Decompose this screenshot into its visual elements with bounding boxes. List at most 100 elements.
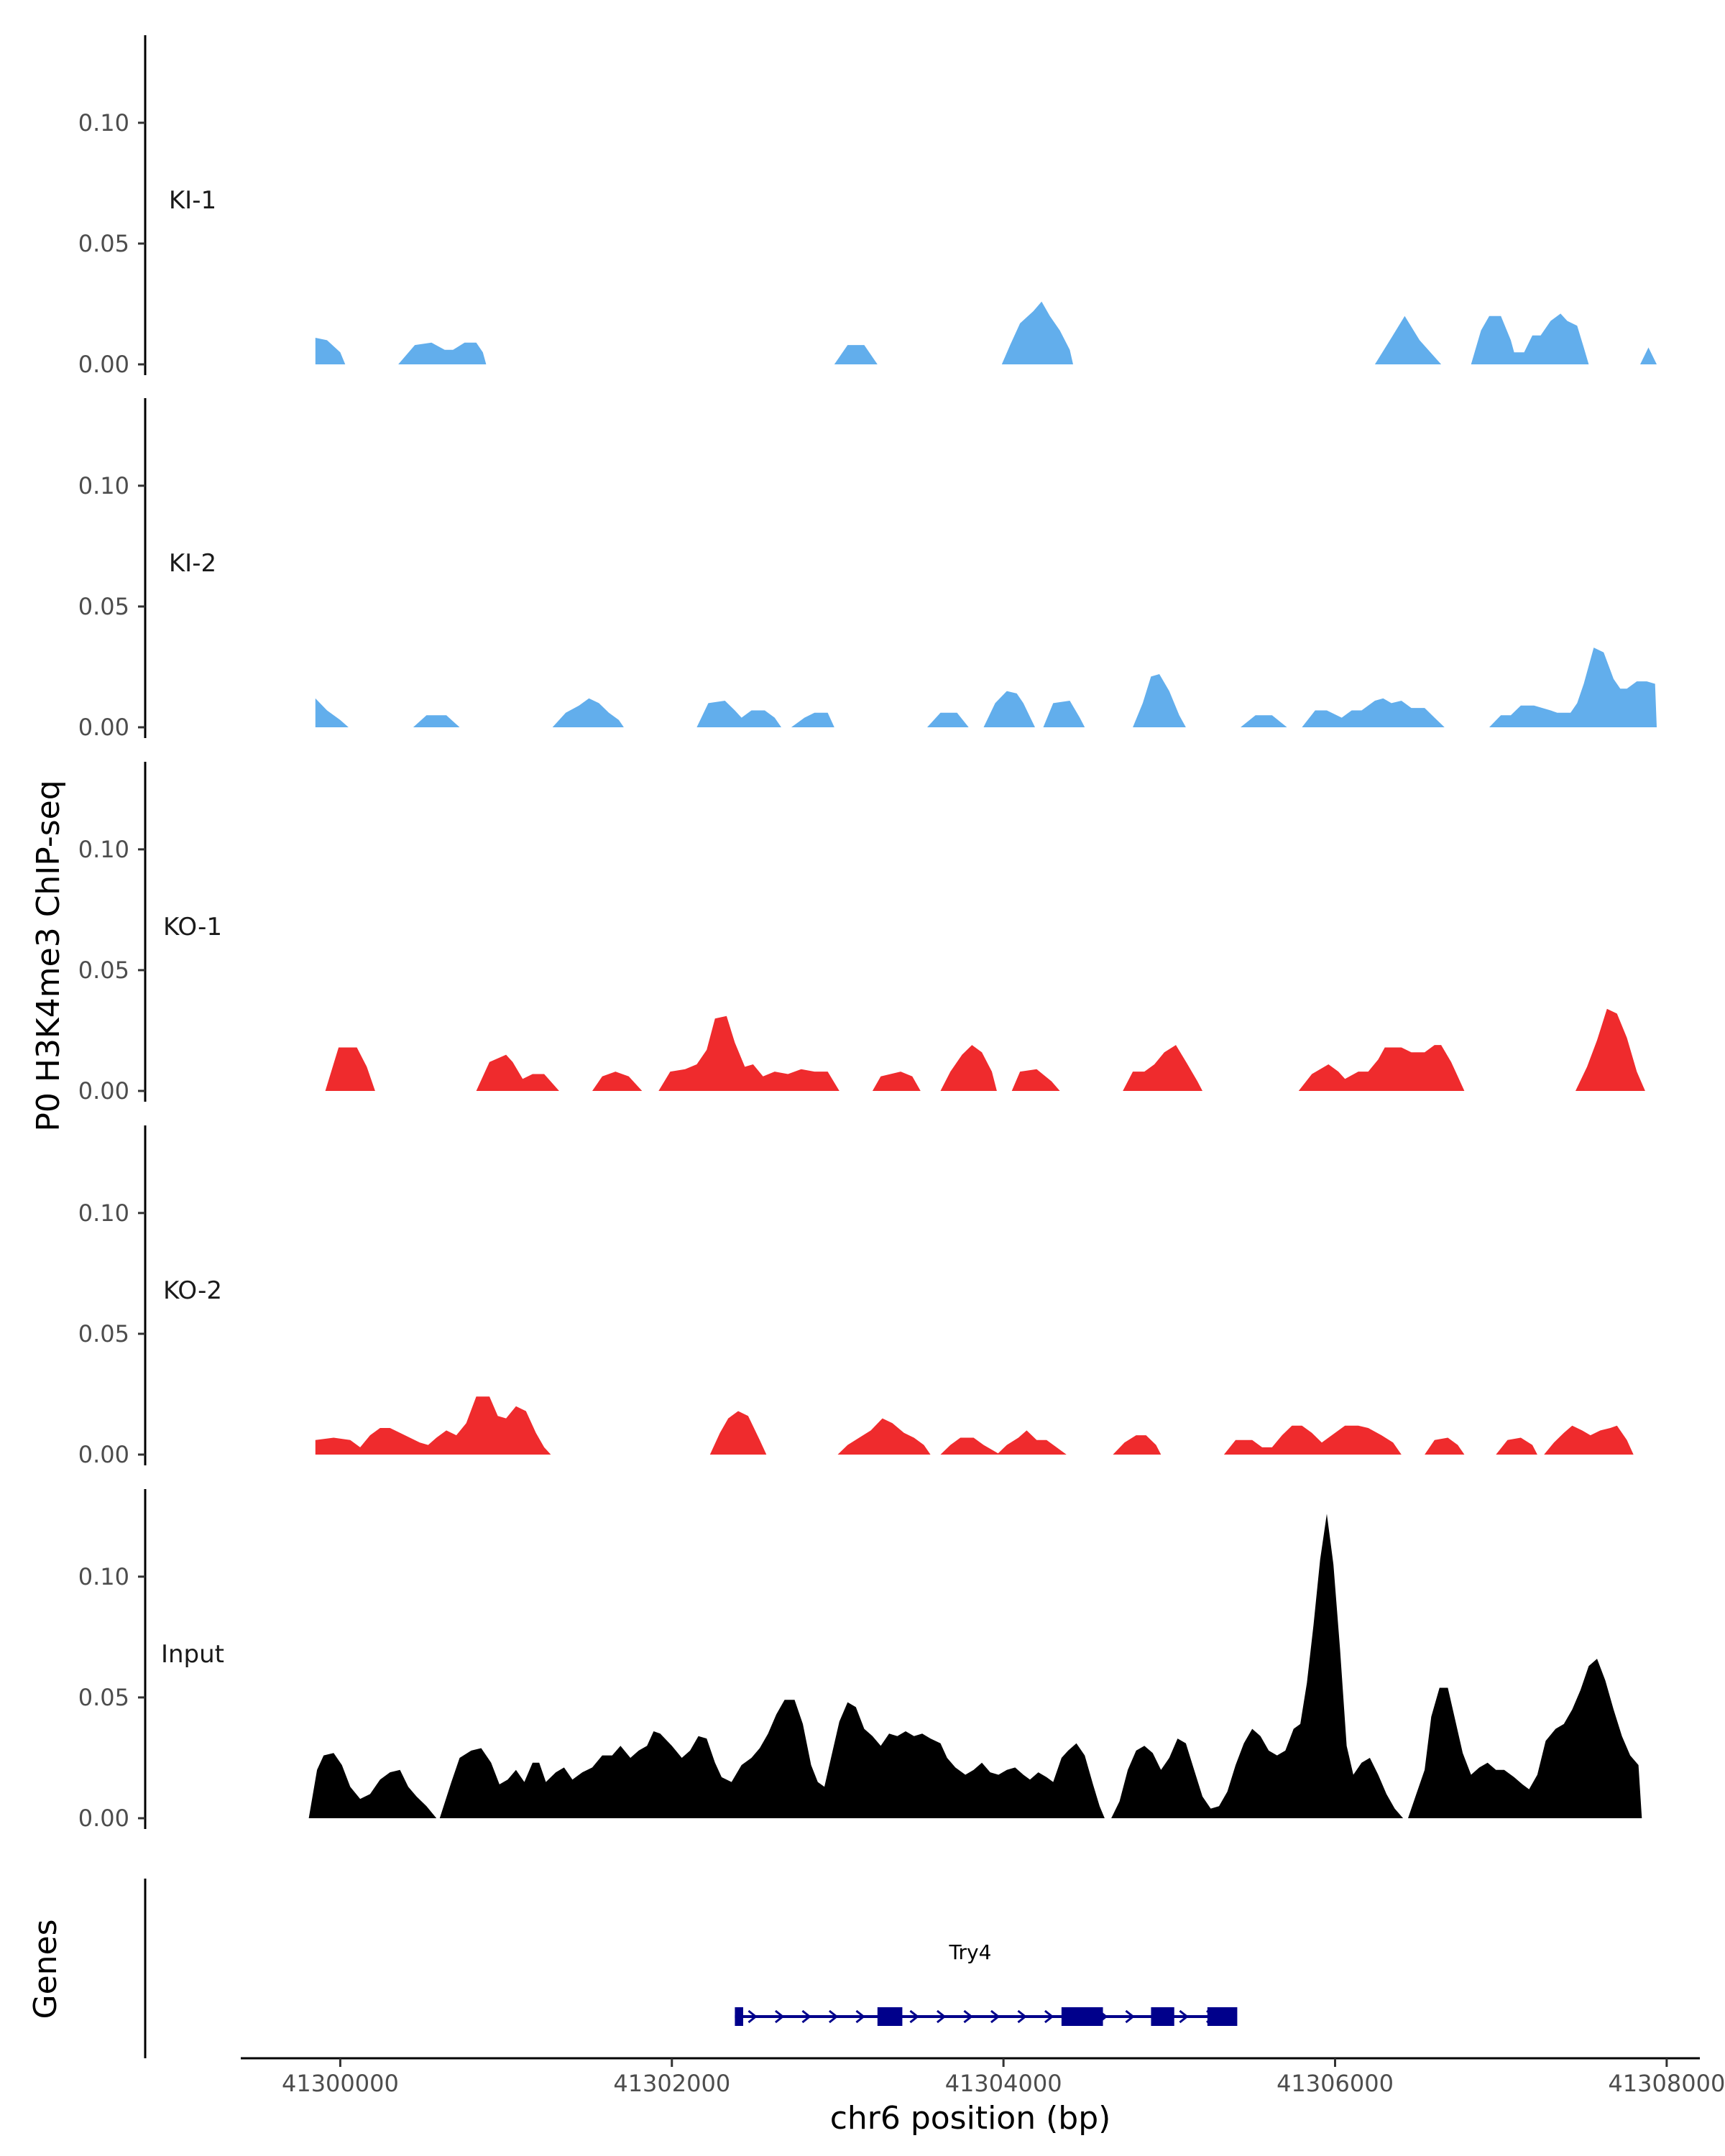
track-ko-2: 0.00 0.05 0.10 KO-2 xyxy=(78,1125,1634,1468)
strand-arrow xyxy=(936,2009,947,2024)
strand-arrow xyxy=(1017,2009,1027,2024)
y-tick-label: 0.10 xyxy=(78,472,129,499)
y-tick-label: 0.00 xyxy=(78,1805,129,1832)
coverage-area-ko-1 xyxy=(658,1015,840,1091)
coverage-area-ko-2 xyxy=(709,1411,767,1455)
coverage-area-ko-1 xyxy=(1123,1045,1202,1091)
gene-model-try4 xyxy=(735,2007,1238,2026)
coverage-area-ki-2 xyxy=(413,715,460,727)
x-tick-label: 41306000 xyxy=(1276,2070,1394,2097)
gene-label-try4: Try4 xyxy=(949,1940,992,1964)
coverage-area-ko-2 xyxy=(996,1430,1067,1455)
coverage-area-ko-2 xyxy=(940,1437,1000,1455)
track-label-input: Input xyxy=(161,1640,224,1669)
x-tick-label: 41302000 xyxy=(613,2070,730,2097)
y-tick-label: 0.05 xyxy=(78,593,129,620)
y-tick-label: 0.10 xyxy=(78,109,129,137)
strand-arrow xyxy=(1044,2009,1054,2024)
coverage-area-ki-1 xyxy=(398,342,487,364)
coverage-area-ko-1 xyxy=(872,1072,921,1091)
coverage-area-input xyxy=(1408,1659,1642,1818)
coverage-area-ki-1 xyxy=(1471,313,1589,364)
coverage-area-ko-2 xyxy=(837,1418,931,1455)
x-tick-label: 41308000 xyxy=(1608,2070,1725,2097)
coverage-area-ko-1 xyxy=(1576,1008,1645,1091)
gene-exon xyxy=(1151,2007,1174,2026)
strand-arrow xyxy=(828,2009,839,2024)
x-axis-title: chr6 position (bp) xyxy=(830,2100,1111,2137)
y-tick-label: 0.00 xyxy=(78,351,129,378)
gene-exon xyxy=(877,2007,903,2026)
coverage-area-ki-1 xyxy=(1640,347,1657,364)
coverage-area-ki-2 xyxy=(983,691,1035,727)
coverage-area-ko-2 xyxy=(315,1396,551,1455)
strand-arrow xyxy=(774,2009,785,2024)
coverage-area-ko-1 xyxy=(1298,1045,1465,1091)
coverage-area-input xyxy=(308,1753,437,1818)
track-ki-1: 0.00 0.05 0.10 KI-1 xyxy=(78,35,1657,378)
strand-arrow xyxy=(1125,2009,1135,2024)
coverage-area-ki-1 xyxy=(834,345,878,364)
x-tick-label: 41304000 xyxy=(945,2070,1062,2097)
tracks-layer: 0.00 0.05 0.10 KI-1 0.00 0.05 0.10 KI-2 0.00 0.05… xyxy=(78,35,1657,1832)
coverage-area-ki-2 xyxy=(791,712,834,727)
track-ko-1: 0.00 0.05 0.10 KO-1 xyxy=(78,762,1645,1105)
coverage-area-ko-2 xyxy=(1544,1425,1634,1455)
coverage-area-ko-1 xyxy=(592,1072,643,1091)
coverage-area-ki-2 xyxy=(1043,701,1085,727)
strand-arrow xyxy=(855,2009,865,2024)
strand-arrow xyxy=(1179,2009,1189,2024)
coverage-area-ki-1 xyxy=(1001,301,1073,364)
coverage-area-ko-1 xyxy=(1011,1069,1060,1091)
y-tick-label: 0.00 xyxy=(78,1077,129,1105)
coverage-area-ko-2 xyxy=(1425,1437,1465,1455)
y-tick-label: 0.00 xyxy=(78,1441,129,1468)
coverage-area-ko-1 xyxy=(940,1045,997,1091)
coverage-area-input xyxy=(1111,1514,1404,1818)
track-input: 0.00 0.05 0.10 Input xyxy=(78,1489,1642,1832)
y-tick-label: 0.05 xyxy=(78,230,129,257)
coverage-area-ko-2 xyxy=(1223,1425,1402,1455)
coverage-area-ki-1 xyxy=(315,338,346,364)
coverage-area-ko-2 xyxy=(1496,1437,1537,1455)
coverage-area-ko-1 xyxy=(476,1054,559,1091)
genes-panel-title: Genes xyxy=(27,1919,64,2019)
y-tick-label: 0.10 xyxy=(78,1563,129,1590)
coverage-area-ki-2 xyxy=(1241,715,1287,727)
strand-arrow xyxy=(990,2009,1000,2024)
strand-arrow xyxy=(748,2009,758,2024)
gene-exon xyxy=(1207,2007,1238,2026)
coverage-area-ki-2 xyxy=(696,701,781,727)
y-tick-label: 0.05 xyxy=(78,1320,129,1348)
coverage-area-ki-1 xyxy=(1374,315,1442,364)
track-ki-2: 0.00 0.05 0.10 KI-2 xyxy=(78,398,1657,741)
gene-exon xyxy=(735,2007,743,2026)
y-tick-label: 0.05 xyxy=(78,957,129,984)
y-axis-title: P0 H3K4me3 ChIP-seq xyxy=(30,780,67,1131)
strand-arrow xyxy=(801,2009,811,2024)
y-tick-label: 0.05 xyxy=(78,1684,129,1711)
y-tick-label: 0.00 xyxy=(78,714,129,741)
coverage-area-ki-2 xyxy=(552,698,624,727)
x-axis-ticks: 41300000 41302000 41304000 41306000 41308000 xyxy=(282,2058,1725,2097)
x-tick-label: 41300000 xyxy=(282,2070,399,2097)
track-label-ko-1: KO-1 xyxy=(163,913,222,941)
coverage-area-ki-2 xyxy=(1133,674,1186,727)
coverage-area-ki-2 xyxy=(315,698,349,727)
coverage-area-input xyxy=(439,1700,1105,1818)
gene-exon xyxy=(1061,2007,1103,2026)
track-label-ki-1: KI-1 xyxy=(169,186,216,215)
strand-arrow xyxy=(909,2009,919,2024)
strand-arrow xyxy=(963,2009,973,2024)
x-axis: 41300000 41302000 41304000 41306000 41308000… xyxy=(241,2057,1725,2137)
coverage-area-ko-1 xyxy=(325,1047,375,1091)
coverage-area-ko-2 xyxy=(1113,1435,1162,1455)
track-label-ko-2: KO-2 xyxy=(163,1276,222,1305)
track-label-ki-2: KI-2 xyxy=(169,549,216,578)
gene-panel: Genes Try4 xyxy=(27,1879,1238,2058)
y-tick-label: 0.10 xyxy=(78,1199,129,1227)
coverage-area-ki-2 xyxy=(1489,648,1657,727)
coverage-area-ki-2 xyxy=(1302,698,1445,727)
y-tick-label: 0.10 xyxy=(78,836,129,863)
